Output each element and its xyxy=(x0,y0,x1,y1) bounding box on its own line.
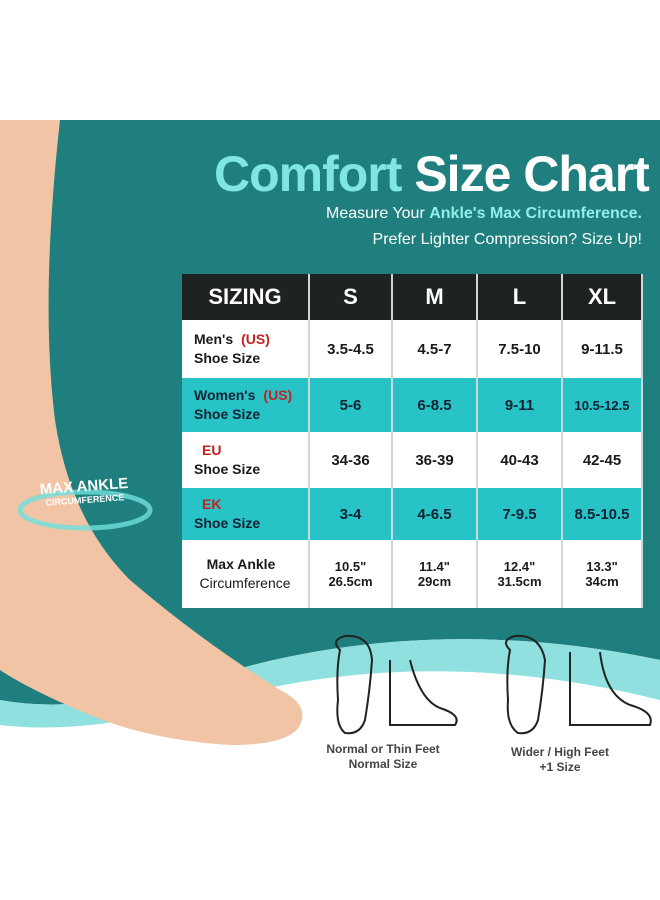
label-line2: Shoe Size xyxy=(194,515,261,531)
column-header: SIZING xyxy=(182,274,310,320)
row-label: Women's (US) Shoe Size xyxy=(182,378,310,432)
row-label: EK Shoe Size xyxy=(182,488,310,540)
label-line2: Shoe Size xyxy=(194,350,261,366)
region-tag: (US) xyxy=(241,331,270,347)
table-row: EU Shoe Size 34-36 36-39 40-43 42-45 xyxy=(182,432,643,488)
size-value: 6-8.5 xyxy=(392,378,478,432)
label-line1: Men's xyxy=(194,331,234,347)
label-line2: Shoe Size xyxy=(194,406,261,422)
size-value: 11.4" 29cm xyxy=(392,540,478,608)
size-value: 9-11.5 xyxy=(562,320,643,378)
region-tag: EK xyxy=(202,496,222,512)
size-value: 4-6.5 xyxy=(392,488,478,540)
label-line2: Shoe Size xyxy=(194,461,261,477)
region-tag: EU xyxy=(202,442,222,458)
subtitle-line2: Prefer Lighter Compression? Size Up! xyxy=(372,231,642,248)
table-row: EK Shoe Size 3-4 4-6.5 7-9.5 8.5-10.5 xyxy=(182,488,643,540)
table-row: Max Ankle Circumference 10.5" 26.5cm 11.4" … xyxy=(182,540,643,608)
size-value: 3-4 xyxy=(309,488,393,540)
column-header: M xyxy=(392,274,478,320)
row-label: EU Shoe Size xyxy=(182,432,310,488)
size-value: 7-9.5 xyxy=(477,488,563,540)
size-value: 10.5" 26.5cm xyxy=(309,540,393,608)
caption-normal: Normal or Thin Feet Normal Size xyxy=(326,742,440,771)
size-value: 12.4" 31.5cm xyxy=(477,540,563,608)
table-row: Men's (US) Shoe Size 3.5-4.5 4.5-7 7.5-10 9-11… xyxy=(182,320,643,378)
size-value: 8.5-10.5 xyxy=(562,488,643,540)
normal-feet-icon xyxy=(335,634,458,735)
table-header-row: SIZING S M L XL xyxy=(182,274,643,320)
page-title: Comfort Size Chart xyxy=(214,146,650,202)
subtitle-line1: Measure Your Ankle's Max Circumference. xyxy=(326,205,642,222)
size-chart-table: SIZING S M L XL Men's (US) Shoe Size 3.5-4.5 4.5… xyxy=(182,274,643,608)
size-value: 34-36 xyxy=(309,432,393,488)
caption-wide: Wider / High Feet +1 Size xyxy=(511,745,609,774)
size-value: 3.5-4.5 xyxy=(309,320,393,378)
size-value: 13.3" 34cm xyxy=(562,540,643,608)
label-line1: Women's xyxy=(194,387,256,403)
size-value: 36-39 xyxy=(392,432,478,488)
foot-image xyxy=(0,120,303,745)
size-value: 42-45 xyxy=(562,432,643,488)
column-header: L xyxy=(477,274,563,320)
size-value: 5-6 xyxy=(309,378,393,432)
size-value: 7.5-10 xyxy=(477,320,563,378)
size-value: 40-43 xyxy=(477,432,563,488)
label-line1: Max Ankle xyxy=(206,556,276,572)
table-row: Women's (US) Shoe Size 5-6 6-8.5 9-11 10.5-12.… xyxy=(182,378,643,432)
ankle-ring xyxy=(17,489,153,531)
size-value: 10.5-12.5 xyxy=(562,378,643,432)
region-tag: (US) xyxy=(263,387,293,403)
size-value: 9-11 xyxy=(477,378,563,432)
wide-feet-icon xyxy=(505,634,652,735)
size-value: 4.5-7 xyxy=(392,320,478,378)
row-label: Men's (US) Shoe Size xyxy=(182,320,310,378)
column-header: XL xyxy=(562,274,643,320)
row-label: Max Ankle Circumference xyxy=(182,540,310,608)
label-line2: Circumference xyxy=(199,575,291,591)
column-header: S xyxy=(309,274,393,320)
